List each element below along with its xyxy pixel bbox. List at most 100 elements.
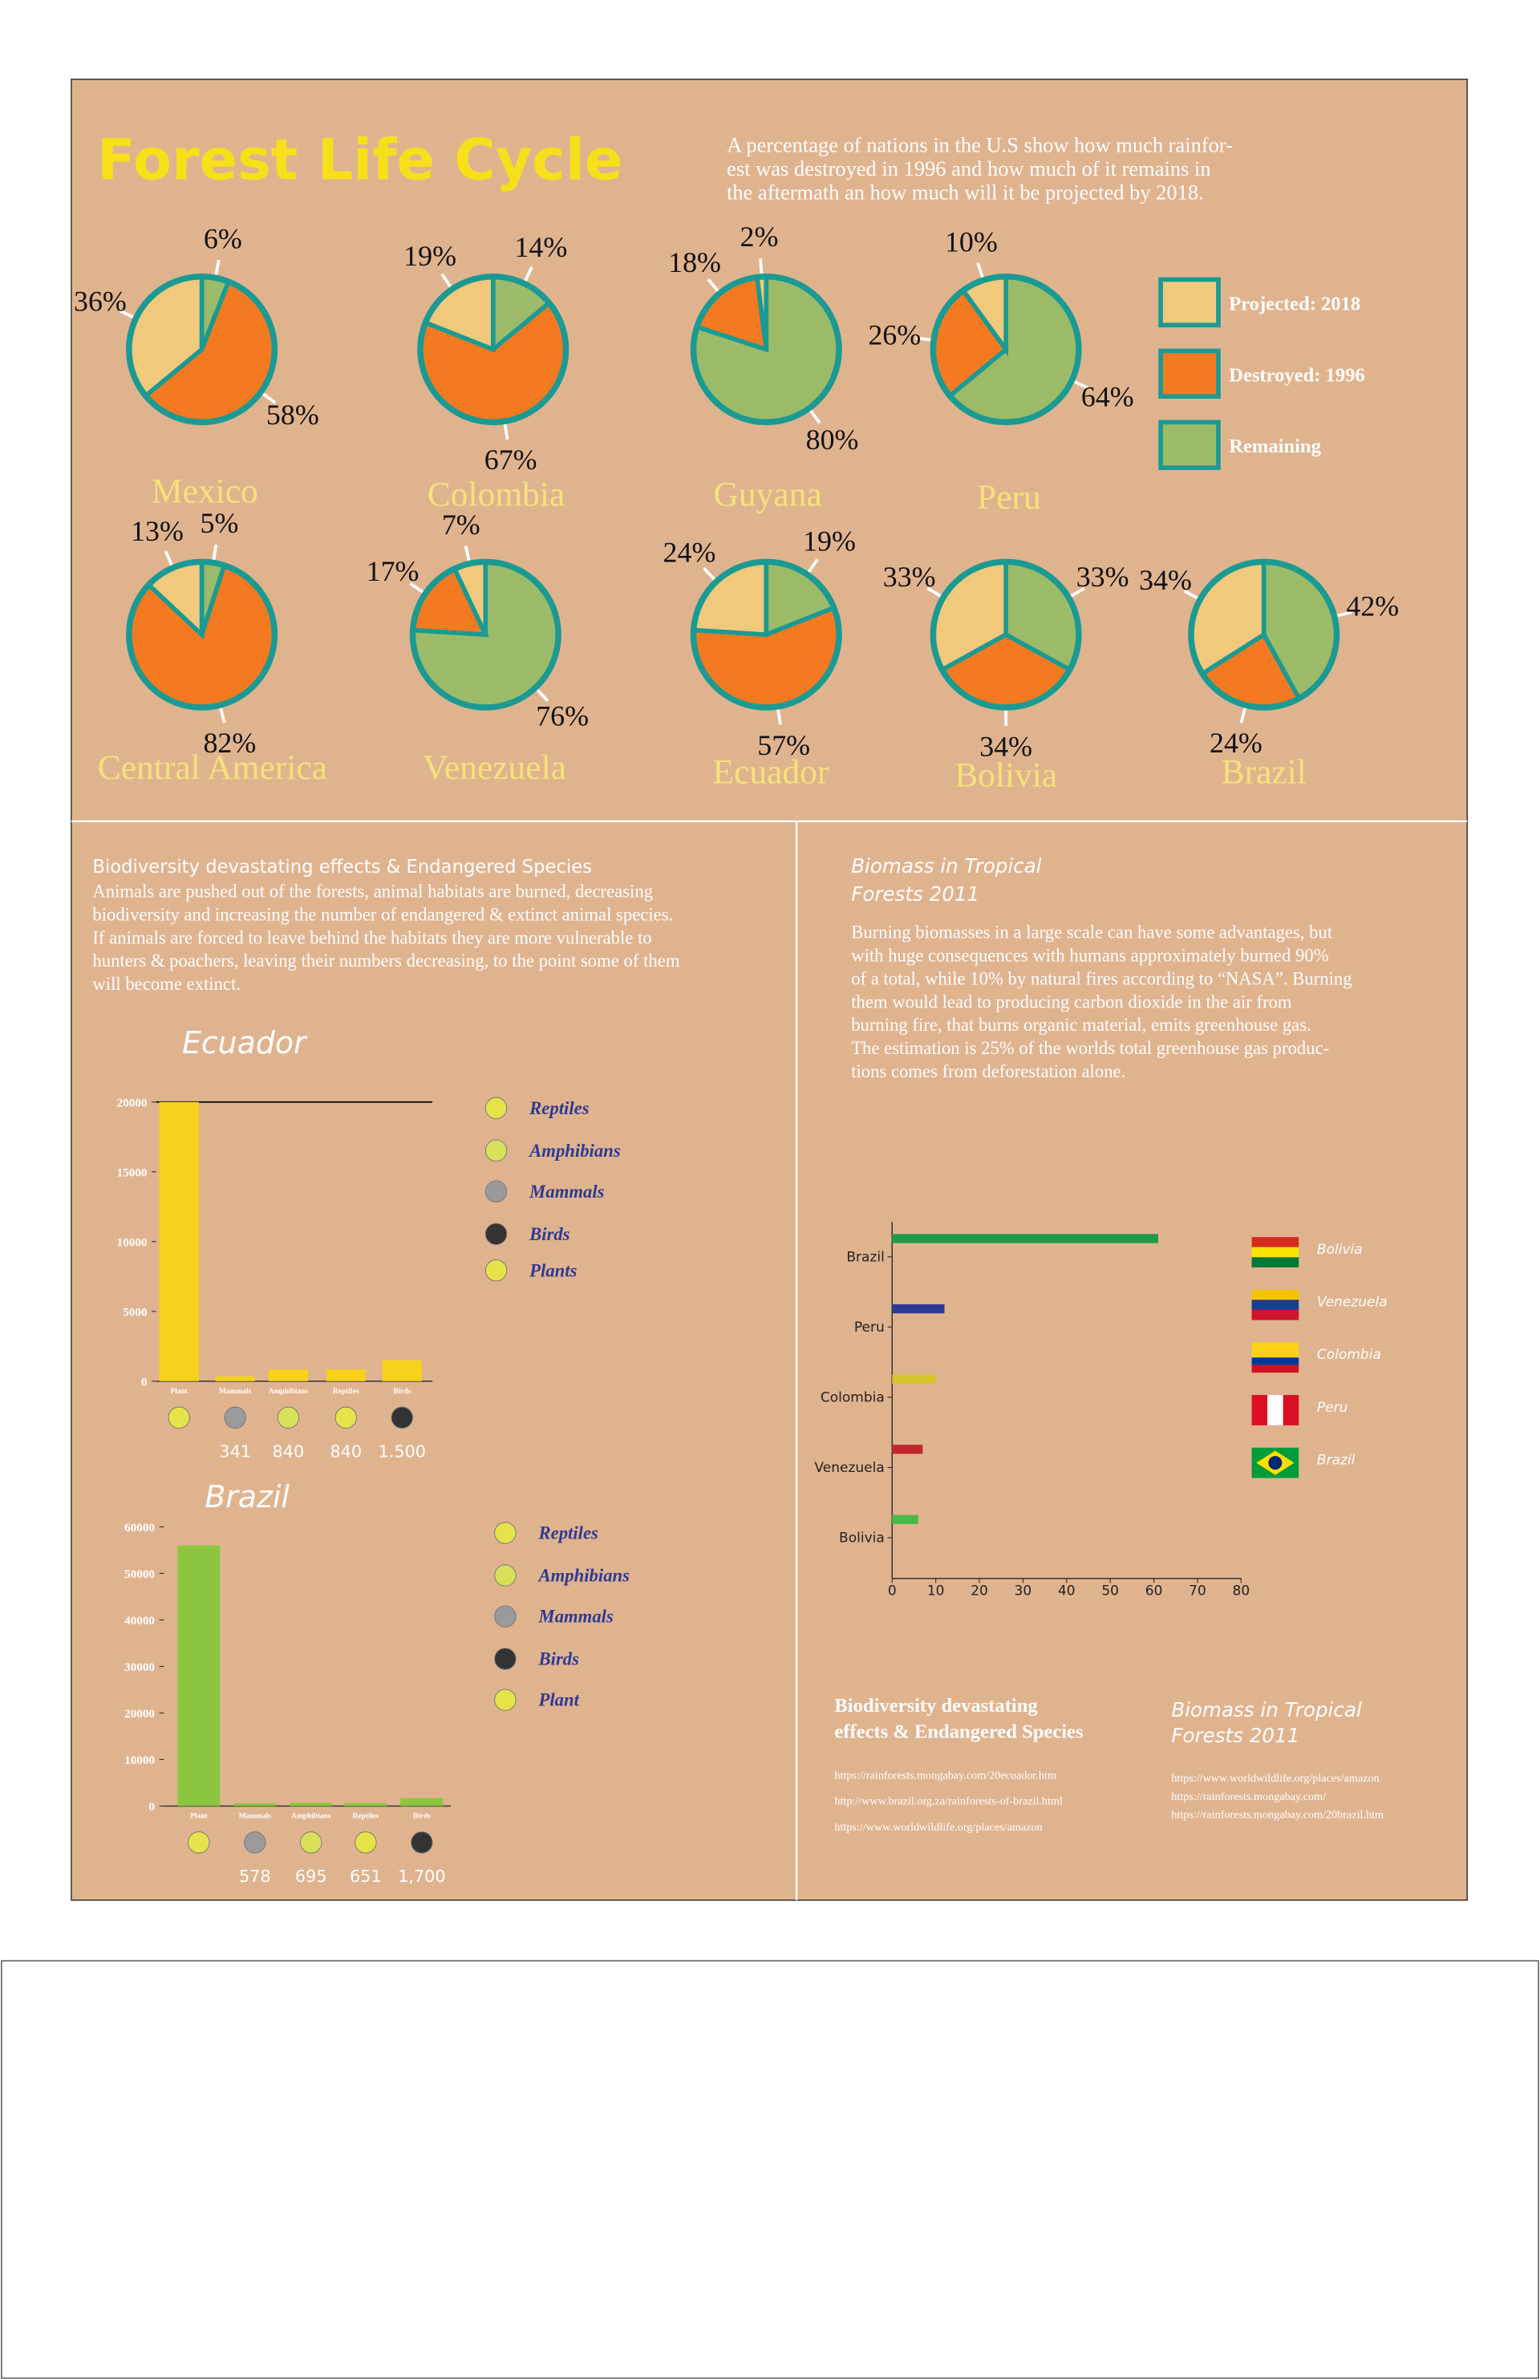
- leader-line: [219, 708, 226, 724]
- section-text: Animals are pushed out of the forests, a…: [92, 881, 653, 901]
- legend-icon: [484, 1139, 508, 1162]
- legend-label: Remaining: [1229, 436, 1321, 457]
- pie-value-label: 24%: [663, 536, 716, 568]
- value-label: 840: [330, 1441, 362, 1461]
- pie-title: Ecuador: [712, 753, 829, 792]
- leader-line: [212, 544, 218, 561]
- source-link: https://rainforests.mongabay.com/20ecuad…: [834, 1769, 1056, 1782]
- bar: [400, 1798, 444, 1806]
- leader-line: [707, 278, 719, 292]
- pie-title: Mexico: [152, 472, 258, 511]
- category-icon: [355, 1831, 377, 1854]
- legend-label: Birds: [538, 1649, 580, 1669]
- pie-outline: [417, 273, 569, 426]
- section-text: of a total, while 10% by natural fires a…: [851, 968, 1352, 988]
- section-text: If animals are forced to leave behind th…: [92, 927, 651, 947]
- leader-line: [915, 336, 931, 342]
- pie-value-label: 34%: [1139, 564, 1192, 596]
- x-tick-label: 30: [1015, 1583, 1032, 1600]
- value-label: 651: [350, 1867, 382, 1886]
- bar: [290, 1802, 333, 1806]
- legend-label: Destroyed: 1996: [1229, 364, 1365, 386]
- leader-line: [119, 309, 134, 318]
- x-tick-label: Birds: [393, 1388, 411, 1396]
- bar: [892, 1514, 918, 1525]
- y-tick-label: 10000: [124, 1754, 155, 1767]
- chart-title: Ecuador: [182, 1025, 308, 1060]
- pie-value-label: 33%: [1076, 561, 1129, 593]
- pie-value-label: 14%: [514, 231, 567, 263]
- legend-label: Mammals: [538, 1607, 614, 1627]
- y-tick-label: 5000: [123, 1307, 147, 1320]
- flag-stripe: [1251, 1247, 1299, 1258]
- source-heading: Forests 2011: [1171, 1724, 1299, 1747]
- category-icon: [224, 1406, 246, 1429]
- value-label: 695: [295, 1867, 327, 1886]
- category-icon: [277, 1406, 300, 1429]
- category-icon: [168, 1406, 190, 1429]
- legend-icon: [494, 1648, 517, 1670]
- leader-line: [261, 392, 277, 404]
- y-tick-label: Bolivia: [839, 1531, 885, 1547]
- x-tick-label: 20: [971, 1583, 988, 1600]
- x-tick-label: Reptiles: [353, 1813, 379, 1821]
- x-tick-label: Amphibians: [291, 1813, 331, 1821]
- legend-label: Plant: [538, 1690, 580, 1710]
- legend-label: Reptiles: [529, 1098, 590, 1118]
- section-text: Burning biomasses in a large scale can h…: [851, 922, 1333, 942]
- legend-icon: [494, 1522, 517, 1544]
- x-tick-label: 10: [927, 1583, 945, 1600]
- y-tick-label: 20000: [124, 1708, 155, 1721]
- x-tick-label: 40: [1058, 1583, 1076, 1600]
- source-link: https://rainforests.mongabay.com/20brazi…: [1171, 1809, 1384, 1822]
- section-text: hunters & poachers, leaving their number…: [92, 951, 679, 971]
- y-tick-label: 30000: [124, 1661, 155, 1674]
- legend-label: Venezuela: [1317, 1295, 1388, 1311]
- pie-value-label: 2%: [740, 221, 779, 253]
- bar: [177, 1545, 221, 1806]
- pie-title: Colombia: [428, 475, 565, 513]
- y-tick-label: Venezuela: [814, 1460, 884, 1476]
- intro-line: A percentage of nations in the U.S show …: [727, 133, 1233, 157]
- leader-line: [809, 409, 821, 424]
- legend-label: Reptiles: [538, 1523, 599, 1543]
- leader-line: [1239, 708, 1247, 724]
- pie-value-label: 18%: [668, 246, 721, 278]
- bar: [892, 1445, 923, 1454]
- pie-value-label: 17%: [367, 555, 419, 587]
- legend-swatch: [1158, 420, 1221, 470]
- pie-value-label: 58%: [266, 399, 319, 431]
- y-tick-label: 20000: [117, 1097, 148, 1109]
- leader-line: [1183, 589, 1198, 600]
- legend-label: Projected: 2018: [1229, 293, 1360, 314]
- title: Forest Life Cycle: [97, 128, 622, 193]
- pie-outline: [409, 558, 561, 711]
- section-heading: Biomass in Tropical: [851, 854, 1042, 878]
- x-tick-label: Amphibians: [269, 1388, 309, 1396]
- value-label: 1,700: [398, 1867, 446, 1886]
- pie-outline: [1188, 558, 1340, 711]
- legend-icon: [484, 1259, 508, 1282]
- pie-value-label: 24%: [1210, 727, 1262, 759]
- legend-label: Plants: [529, 1260, 577, 1280]
- category-icon: [188, 1831, 210, 1854]
- x-tick-label: Mammals: [239, 1813, 272, 1821]
- y-tick-label: 0: [141, 1377, 148, 1389]
- legend-label: Amphibians: [528, 1141, 621, 1161]
- x-tick-label: Reptiles: [333, 1388, 359, 1396]
- section-text: biodiversity and increasing the number o…: [92, 904, 673, 924]
- leader-line: [776, 709, 782, 725]
- y-tick-label: Colombia: [821, 1390, 885, 1406]
- pie-title: Central America: [98, 748, 327, 787]
- section-text: The estimation is 25% of the worlds tota…: [851, 1038, 1329, 1058]
- bar: [344, 1802, 387, 1806]
- leader-line: [1336, 610, 1353, 618]
- legend-label: Brazil: [1317, 1453, 1356, 1469]
- intro-line: the aftermath an how much will it be pro…: [727, 180, 1204, 204]
- y-tick-label: 10000: [117, 1236, 148, 1249]
- section-heading: Biodiversity devastating effects & Endan…: [92, 857, 592, 878]
- bar: [233, 1803, 277, 1806]
- y-tick-label: 15000: [117, 1166, 148, 1179]
- legend-swatch: [1158, 277, 1221, 328]
